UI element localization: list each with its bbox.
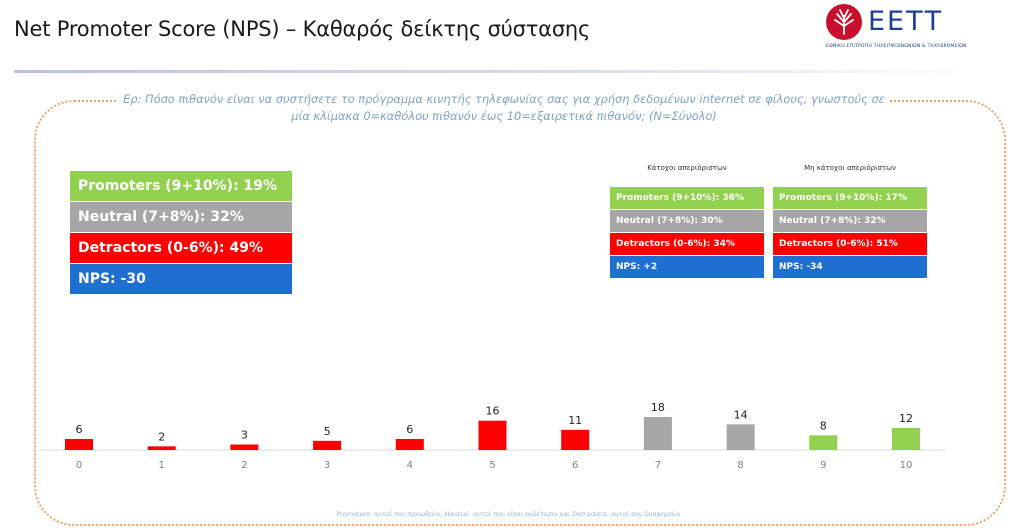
- non-unlimited-detractors: Detractors (0-6%): 51%: [773, 233, 927, 255]
- nps-summary-non-unlimited-owners: Μη κάτοχοι απεριόριστων Promoters (9+10%…: [773, 163, 927, 279]
- data-label-8: 14: [734, 408, 748, 421]
- summary-neutral: Neutral (7+8%): 32%: [70, 202, 292, 232]
- bar-score-4: [395, 439, 424, 450]
- bar-score-2: [230, 444, 259, 450]
- data-label-10: 12: [899, 412, 913, 425]
- data-label-6: 11: [568, 414, 582, 427]
- unlimited-owners-heading: Κάτοχοι απεριόριστων: [647, 164, 727, 172]
- x-tick-label-1: 1: [159, 460, 165, 471]
- survey-question: Ερ: Πόσο πιθανόν είναι να συστήσετε το π…: [118, 91, 890, 125]
- eett-logo: ΕΕΤΤ ΕΘΝΙΚΗ ΕΠΙΤΡΟΠΗ ΤΗΛΕΠΙΚΟΙΝΩΝΙΩΝ & Τ…: [822, 2, 992, 57]
- logo-text: ΕΕΤΤ: [868, 6, 944, 37]
- x-tick-label-4: 4: [407, 460, 413, 471]
- data-label-3: 5: [324, 425, 331, 438]
- summary-nps: NPS: -30: [70, 264, 292, 294]
- data-label-1: 2: [158, 430, 165, 443]
- eett-emblem-icon: [826, 4, 862, 40]
- logo-subtitle: ΕΘΝΙΚΗ ΕΠΙΤΡΟΠΗ ΤΗΛΕΠΙΚΟΙΝΩΝΙΩΝ & ΤΑΧΥΔΡ…: [826, 44, 967, 49]
- data-label-4: 6: [406, 423, 413, 436]
- non-unlimited-nps: NPS: -34: [773, 256, 927, 278]
- x-tick-label-6: 6: [572, 460, 578, 471]
- unlimited-detractors: Detractors (0-6%): 34%: [610, 233, 764, 255]
- page-title: Net Promoter Score (NPS) – Καθαρός δείκτ…: [14, 17, 591, 41]
- x-tick-label-3: 3: [324, 460, 330, 471]
- bar-score-7: [643, 417, 672, 450]
- bar-score-0: [65, 439, 93, 450]
- unlimited-nps: NPS: +2: [610, 256, 764, 278]
- summary-detractors: Detractors (0-6%): 49%: [70, 233, 292, 263]
- x-tick-label-7: 7: [655, 460, 661, 471]
- non-unlimited-neutral: Neutral (7+8%): 32%: [773, 210, 927, 232]
- data-label-7: 18: [651, 401, 665, 414]
- bar-score-10: [892, 428, 920, 450]
- bar-score-6: [561, 429, 590, 450]
- bar-score-5: [478, 420, 507, 450]
- x-tick-label-8: 8: [737, 460, 743, 471]
- x-tick-label-2: 2: [241, 460, 247, 471]
- unlimited-neutral: Neutral (7+8%): 30%: [610, 210, 764, 232]
- bar-score-8: [726, 424, 755, 450]
- bar-score-9: [809, 435, 838, 450]
- data-label-9: 8: [820, 419, 827, 432]
- data-label-2: 3: [241, 429, 248, 442]
- bar-score-3: [313, 440, 342, 450]
- x-tick-label-10: 10: [900, 460, 913, 471]
- non-unlimited-owners-heading: Μη κάτοχοι απεριόριστων: [804, 164, 896, 172]
- x-tick-label-9: 9: [820, 460, 826, 471]
- data-label-5: 16: [486, 405, 500, 418]
- title-divider: [14, 70, 980, 73]
- nps-summary-total: Promoters (9+10%): 19% Neutral (7+8%): 3…: [70, 171, 292, 295]
- non-unlimited-promoters: Promoters (9+10%): 17%: [773, 187, 927, 209]
- footnote: Promoters: αυτοί που προωθούν, Neutral: …: [336, 510, 681, 518]
- x-tick-label-5: 5: [489, 460, 495, 471]
- nps-summary-unlimited-owners: Κάτοχοι απεριόριστων Promoters (9+10%): …: [610, 163, 764, 279]
- x-tick-label-0: 0: [76, 460, 82, 471]
- data-label-0: 6: [76, 423, 83, 436]
- summary-promoters: Promoters (9+10%): 19%: [70, 171, 292, 201]
- bar-score-1: [147, 446, 176, 450]
- unlimited-promoters: Promoters (9+10%): 36%: [610, 187, 764, 209]
